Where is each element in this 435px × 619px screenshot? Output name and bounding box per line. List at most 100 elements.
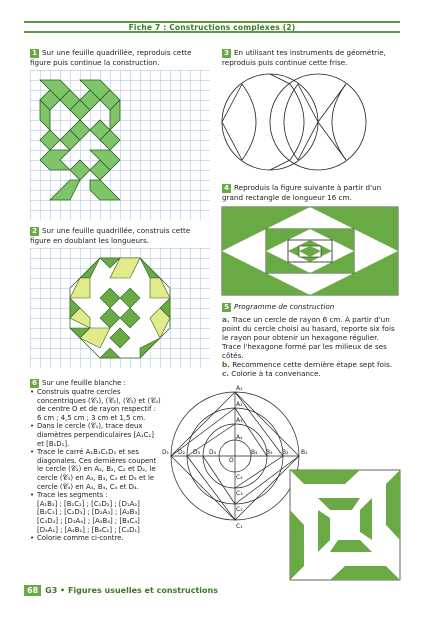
label-b2: B₂ [282,449,289,456]
result-band [330,566,400,580]
exercise-6-colored-result [289,469,401,581]
exercise-1-figure [39,79,121,201]
segment [234,455,300,505]
frieze-segment [297,83,319,123]
fig1-shape [49,179,81,201]
label-a4: A₄ [236,434,243,441]
frieze-segment [269,159,291,171]
fig2-yellow-tile [149,307,171,339]
fig2-yellow-tile [69,277,91,299]
exercise-text: Sur une feuille quadrillée, construis ce… [30,226,191,245]
exercise-number: 4 [222,184,231,193]
segments-line: [C₃D₄] ; [D₃A₄] ; [A₃B₄] ; [B₃C₄] [37,516,140,525]
result-band [290,470,360,484]
label-a2: A₂ [236,401,243,408]
exercise-text: Reproduis la figure suivante à partir d'… [222,183,382,202]
fig1-shape [109,99,121,131]
page-footer: 68 G3 • Figures usuelles et constructions [24,585,218,596]
label-d3: D₃ [193,449,201,456]
frieze-segment [221,83,243,123]
label-d1: D₁ [162,449,170,456]
result-band [330,540,372,552]
exercise-number: 1 [30,49,39,58]
list-item: Dans le cercle (𝒞₁), trace deux diamètre… [30,422,162,448]
exercise-6-construction: A₁ A₂ A₃ A₄ B₁ B₂ B₃ B₄ C₁ C₂ C₃ C₄ D₁ D… [162,385,308,530]
fig2-green-tile [119,307,141,329]
list-item: Colorie comme ci-contre. [30,534,162,543]
fig2-yellow-tile [79,327,111,349]
result-band [386,470,400,540]
fig1-shape [39,129,61,151]
frieze-segment [297,121,319,161]
exercise-2-instructions: 2 Sur une feuille quadrillée, construis c… [30,226,210,245]
exercise-number: 5 [222,303,231,312]
label-c4: C₄ [236,474,243,481]
segment [234,391,284,457]
label-a1: A₁ [236,385,243,392]
exercise-6-intro: Sur une feuille blanche : [42,379,126,387]
step-b-label: b. [222,360,230,369]
segments-intro: Trace les segments : [37,491,108,500]
fig2-green-tile [139,337,161,359]
fig1-shape [89,149,121,171]
segment [234,455,284,489]
frieze-arc [283,83,299,161]
exercise-4-instructions: 4 Reproduis la figure suivante à partir d… [222,183,400,202]
exercise-1-instructions: 1 Sur une feuille quadrillée, reproduis c… [30,48,210,67]
segments-line: [B₂C₃] ; [C₂D₃] ; [D₂A₃] ; [A₂B₃] [37,508,140,517]
step-a-label: a. [222,315,230,324]
page-title: Fiche 7 : Constructions complexes (2) [128,23,296,32]
fig2-yellow-tile [149,277,171,299]
frieze-circle [269,73,367,171]
fig1-shape [79,89,101,111]
fig1-shape [89,179,121,201]
step-c-label: c. [222,369,229,378]
list-item: Construis quatre cercles concentriques (… [30,388,162,422]
exercise-5-instructions: 5 Programme de construction a. Trace un c… [222,302,400,378]
segment [186,455,236,521]
frieze-arc [241,83,257,161]
fig2-green-tile [99,347,121,359]
fig4-core-diamond [299,246,321,257]
step-b-text: Recommence cette dernière étape sept foi… [232,360,392,369]
exercise-text: En utilisant tes instruments de géométri… [222,48,386,67]
frieze-segment [221,121,243,161]
exercise-6-steps: Construis quatre cercles concentriques (… [30,388,162,543]
result-frame [289,469,401,581]
fig2-green-tile [99,257,121,269]
exercise-3-frieze [221,73,367,171]
label-c2: C₂ [236,506,243,513]
fig1-shape [39,149,71,171]
label-o: O [229,457,234,464]
list-item: Trace le carré A₁B₁C₁D₁ et ses diagonale… [30,448,162,491]
footer-chapter: G3 • Figures usuelles et constructions [45,586,218,595]
label-c1: C₁ [236,523,243,530]
header-rule-top [24,21,400,23]
frieze-segment [269,73,291,85]
fig2-yellow-tile [109,257,141,279]
segment [170,407,236,457]
page-number: 68 [24,585,42,596]
header-rule-bottom [24,31,400,33]
label-a3: A₃ [236,417,243,424]
exercise-3-instructions: 3 En utilisant tes instruments de géométr… [222,48,400,67]
label-d4: D₄ [209,449,217,456]
result-band [290,510,304,580]
segments-line: [D₄A₁] ; [A₄B₁] ; [B₄C₁] ; [C₄D₁] [37,525,140,534]
exercise-text: Sur une feuille quadrillée, reproduis ce… [30,48,192,67]
label-b3: B₃ [266,449,273,456]
segments-line: [A₁B₂] ; [B₁C₂] ; [C₁D₂] ; [D₁A₂] [37,499,140,508]
fig1-shape [69,159,91,181]
step-a-text: Trace un cercle de rayon 6 cm. À partir … [222,315,395,360]
result-band [318,498,360,510]
label-b1: B₁ [301,449,308,456]
label-d2: D₂ [178,449,186,456]
frieze-segment [317,121,347,161]
label-c3: C₃ [236,490,243,497]
exercise-number: 6 [30,379,39,388]
result-band [360,498,372,540]
exercise-4-figure [221,206,399,296]
segment [186,423,236,457]
exercise-number: 3 [222,49,231,58]
